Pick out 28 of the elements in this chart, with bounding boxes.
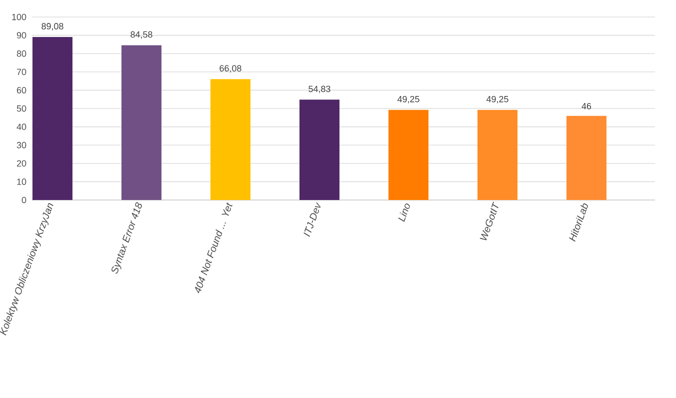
- data-label: 54,83: [308, 86, 330, 94]
- data-label: 49,25: [397, 96, 420, 104]
- y-tick-label: 60: [16, 87, 26, 94]
- y-tick-label: 80: [16, 50, 26, 57]
- data-label: 66,08: [220, 65, 242, 73]
- y-tick-label: 70: [16, 68, 26, 76]
- bar: [388, 110, 428, 200]
- bar: [121, 45, 162, 200]
- y-tick-label: 10: [17, 178, 26, 185]
- y-tick-label: 40: [16, 124, 26, 130]
- y-tick-label: 20: [16, 160, 26, 167]
- x-tick-label: Lino: [398, 204, 410, 222]
- y-tick-label: 0: [22, 196, 26, 204]
- y-tick-label: 30: [16, 142, 26, 148]
- bar: [566, 116, 606, 200]
- data-label: 46: [582, 102, 592, 110]
- data-label: 49,25: [486, 96, 508, 104]
- y-tick-label: 50: [16, 105, 26, 112]
- x-tick-label: Syntax Error 418: [112, 202, 142, 274]
- bar: [32, 36, 72, 200]
- x-tick-label: 404 Not Found ... Yet: [195, 202, 232, 294]
- y-tick-label: 90: [16, 32, 26, 38]
- data-label: 84,58: [130, 31, 152, 39]
- y-tick-label: 100: [12, 14, 26, 20]
- bar: [477, 110, 518, 200]
- bar: [210, 79, 250, 200]
- data-label: 89,08: [42, 23, 64, 30]
- bar: [299, 100, 340, 200]
